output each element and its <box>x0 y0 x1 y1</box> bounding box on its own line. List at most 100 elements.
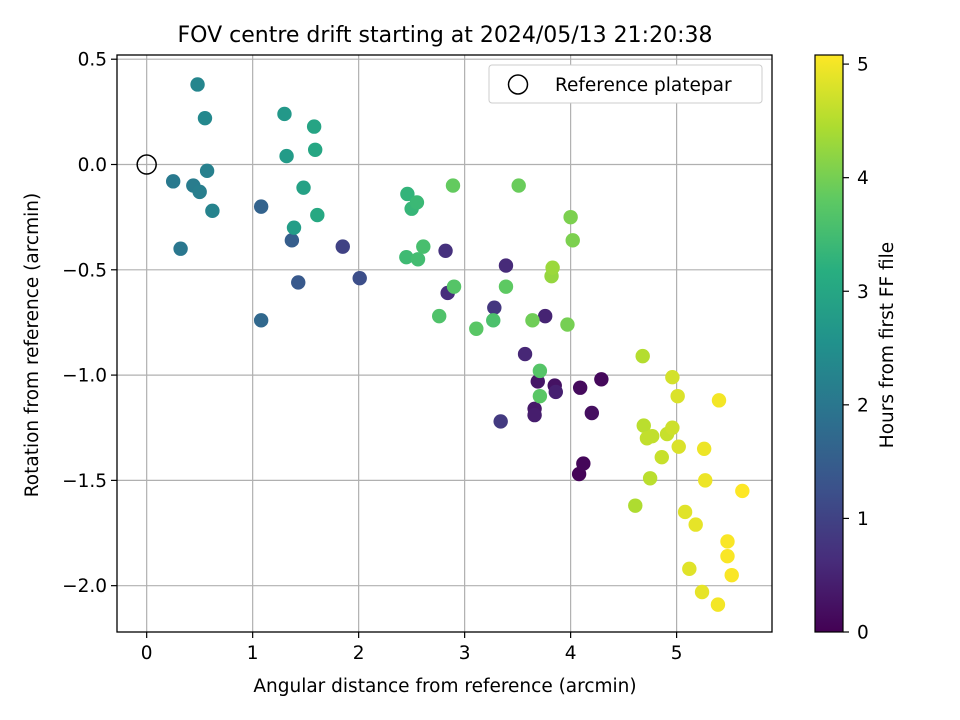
legend-marker <box>507 74 529 95</box>
data-points <box>165 77 750 612</box>
data-point <box>190 77 205 92</box>
x-tick-label: 2 <box>353 643 365 664</box>
data-point <box>296 180 311 195</box>
data-point <box>438 243 453 259</box>
data-point <box>654 450 669 465</box>
data-point <box>642 471 658 486</box>
data-point <box>192 184 207 200</box>
x-tick-label: 4 <box>565 643 577 664</box>
data-point <box>696 441 712 456</box>
data-point <box>432 308 447 324</box>
data-point <box>165 174 181 189</box>
data-point <box>576 456 591 471</box>
y-tick-label: −0.5 <box>62 260 107 281</box>
colorbar-tick-label: 0 <box>857 623 869 644</box>
data-point <box>399 249 414 265</box>
chart-title: FOV centre drift starting at 2024/05/13 … <box>178 23 713 48</box>
data-point <box>636 418 651 433</box>
reference-platepar-marker <box>136 154 157 175</box>
x-tick-label: 0 <box>141 643 153 664</box>
data-point <box>711 393 727 408</box>
y-tick-label: −1.0 <box>62 366 107 387</box>
data-point <box>565 233 580 248</box>
colorbar-tick-label: 3 <box>857 282 869 303</box>
data-point <box>416 239 431 254</box>
data-point <box>253 313 269 328</box>
legend-box <box>488 64 763 104</box>
data-point <box>284 233 300 248</box>
grid-lines <box>117 55 772 632</box>
legend: Reference platepar <box>488 64 763 104</box>
data-point <box>527 407 542 423</box>
data-point <box>670 388 685 404</box>
data-point <box>665 420 680 435</box>
data-point <box>173 241 188 256</box>
x-axis-ticks: 0 1 2 3 4 5 <box>141 632 683 664</box>
data-point <box>400 186 415 202</box>
data-point <box>665 369 680 385</box>
data-point <box>560 317 575 332</box>
data-point <box>628 498 643 513</box>
data-point <box>532 363 548 379</box>
data-point <box>486 313 501 328</box>
data-point <box>645 428 660 444</box>
data-point <box>277 106 292 122</box>
data-point <box>572 380 588 395</box>
colorbar-label: Hours from first FF file <box>877 242 898 448</box>
data-point <box>563 209 578 225</box>
data-point <box>724 567 739 583</box>
data-point <box>493 414 508 429</box>
data-point <box>498 279 514 294</box>
data-point <box>537 308 553 324</box>
x-tick-label: 5 <box>671 643 683 664</box>
data-point <box>720 548 735 564</box>
data-point <box>545 260 560 275</box>
x-axis-label: Angular distance from reference (arcmin) <box>253 676 636 697</box>
data-point <box>352 271 367 286</box>
data-point <box>487 300 502 315</box>
data-point <box>548 384 563 400</box>
data-point <box>205 203 220 219</box>
data-point <box>253 199 269 214</box>
data-point <box>511 178 526 193</box>
legend-label: Reference platepar <box>555 75 732 96</box>
data-point <box>197 110 213 126</box>
y-tick-label: −1.5 <box>62 471 107 492</box>
axes-frame <box>116 54 773 633</box>
y-tick-label: 0.0 <box>78 155 107 176</box>
colorbar-ticks: 0 1 2 3 4 5 <box>843 55 869 644</box>
data-point <box>286 220 302 235</box>
data-point <box>671 439 686 454</box>
data-point <box>532 388 548 404</box>
data-point <box>735 483 750 499</box>
data-point <box>635 348 650 364</box>
y-tick-label: −2.0 <box>62 576 107 597</box>
colorbar-tick-label: 4 <box>857 168 869 189</box>
data-point <box>698 473 713 488</box>
data-point <box>498 258 514 273</box>
colorbar-tick-label: 5 <box>857 55 869 76</box>
data-point <box>446 279 462 294</box>
data-point <box>306 119 322 134</box>
data-point <box>720 534 735 549</box>
data-point <box>445 178 461 193</box>
data-point <box>335 239 350 254</box>
colorbar-tick-label: 1 <box>857 509 869 530</box>
data-point <box>688 517 703 532</box>
data-point <box>525 313 540 328</box>
x-tick-label: 1 <box>247 643 259 664</box>
plot-area <box>116 54 773 633</box>
data-point <box>409 195 425 210</box>
data-point <box>469 321 484 336</box>
colorbar-tick-label: 2 <box>857 395 869 416</box>
data-point <box>307 142 323 157</box>
data-point <box>199 163 215 179</box>
data-point <box>584 405 600 421</box>
data-point <box>517 346 533 362</box>
y-tick-label: 0.5 <box>78 50 107 71</box>
y-axis-label: Rotation from reference (arcmin) <box>22 193 43 497</box>
x-tick-label: 3 <box>459 643 471 664</box>
data-point <box>279 148 294 164</box>
